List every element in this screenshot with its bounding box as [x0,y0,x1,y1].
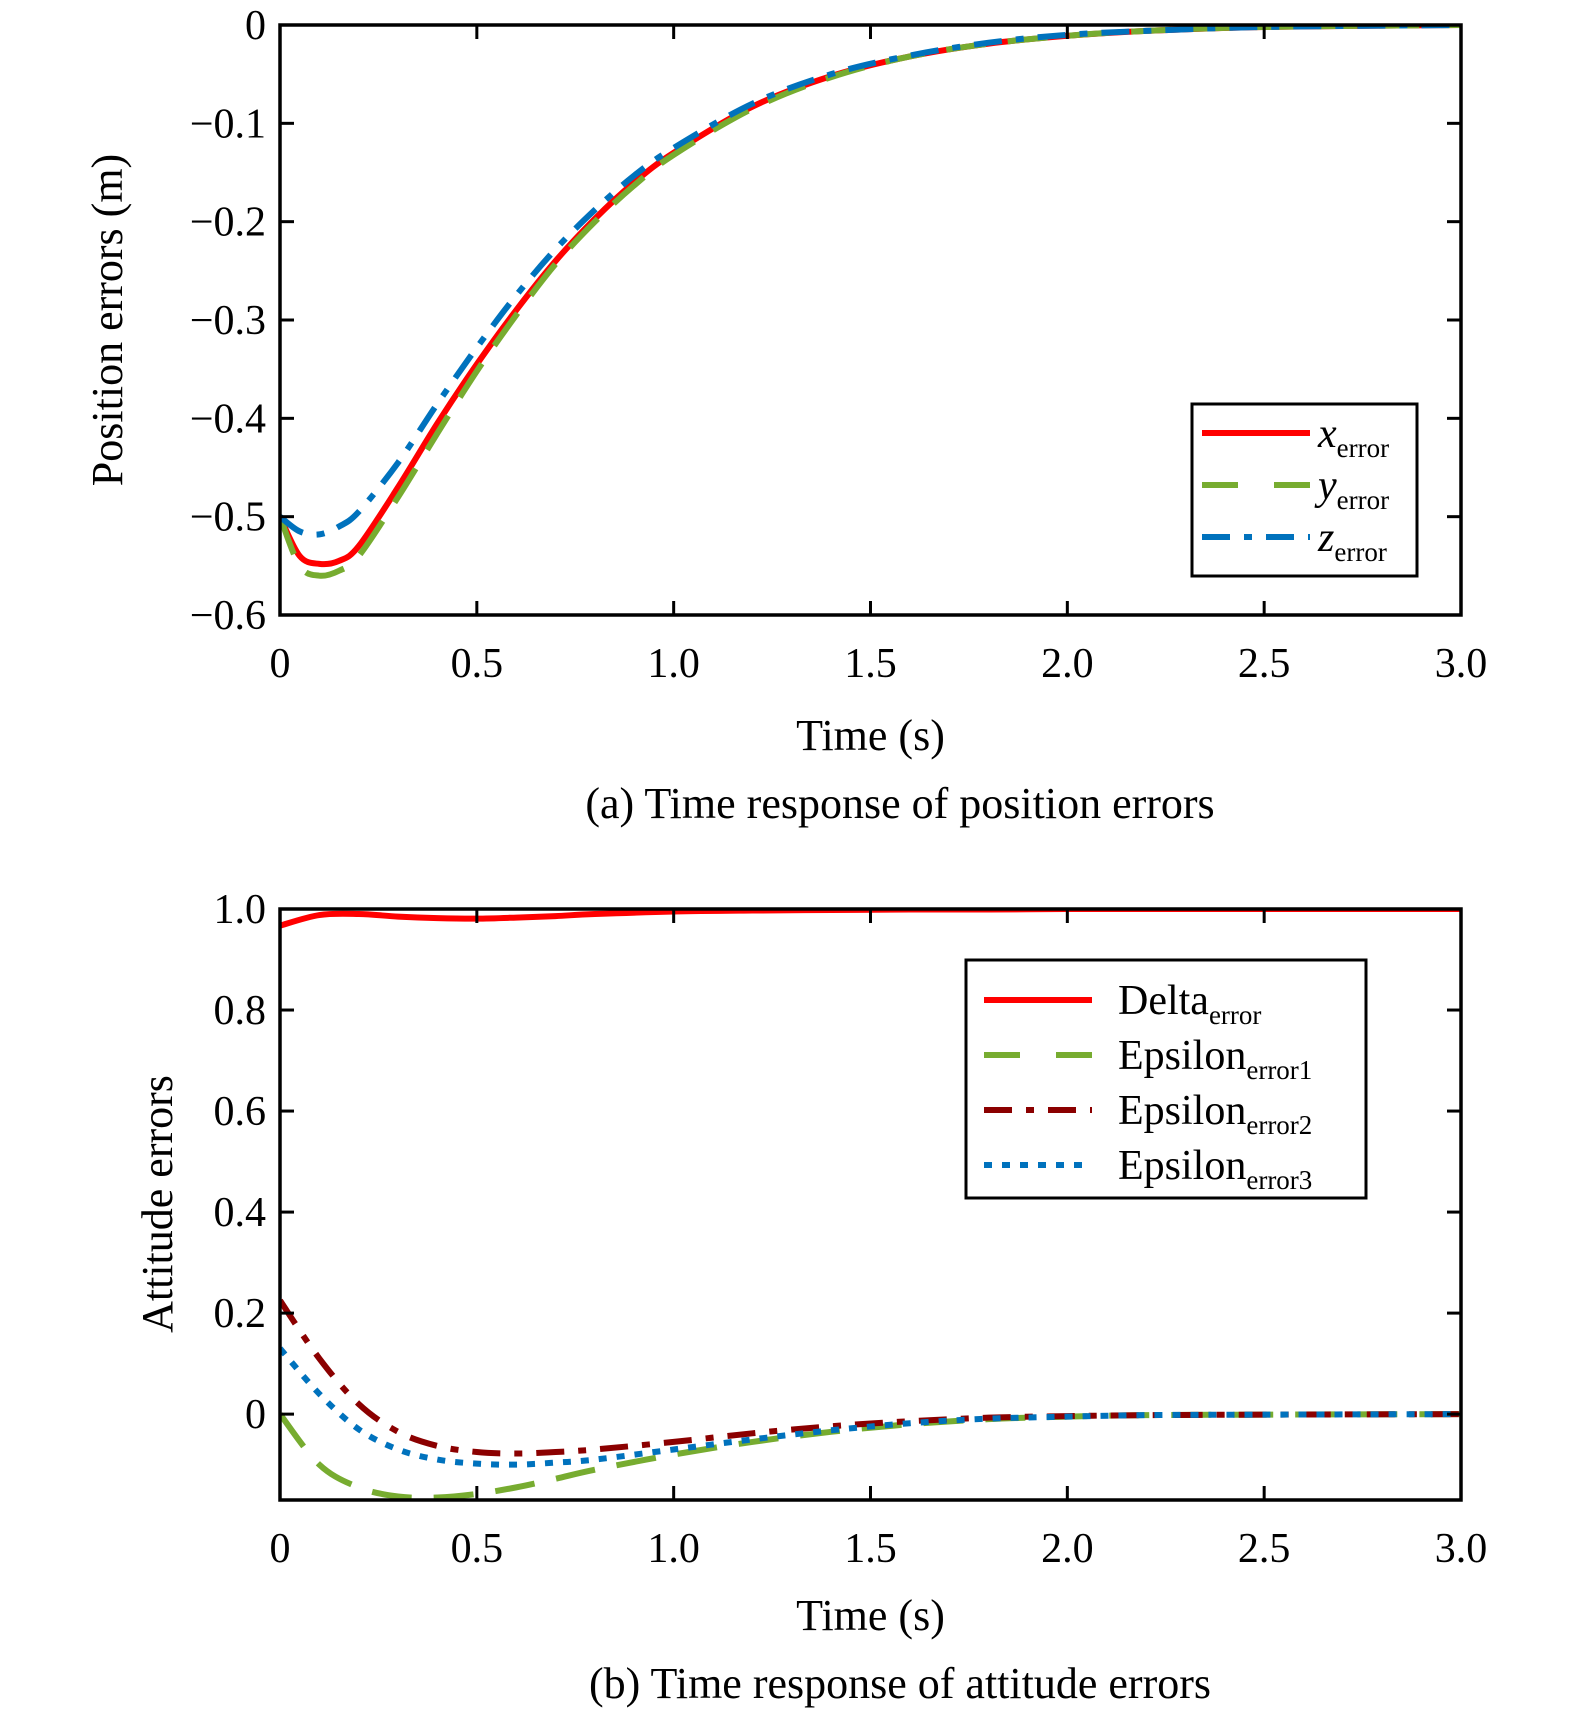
x-tick-label: 2.5 [1238,641,1291,687]
figure-caption: (b) Time response of attitude errors [589,1659,1211,1708]
y-axis-label: Position errors (m) [83,154,132,486]
y-tick-label: −0.6 [190,593,266,639]
chart-panel-b: 0 0.5 1.0 1.5 2.0 2.5 3.0 1.0 0.8 0.6 0.4 0.2 0 Time … [133,887,1487,1708]
legend-entry-subscript: error [1337,433,1389,463]
series-line-epsilon-error3 [280,1346,1461,1468]
chart-panel-a: 0 0.5 1.0 1.5 2.0 2.5 3.0 0 −0.1 −0.2 −0.3 −0.4 −0.5… [83,3,1487,828]
x-tick-label: 0 [270,1526,291,1572]
x-axis-label: Time (s) [796,711,945,760]
x-tick-label: 2.0 [1041,1526,1094,1572]
series-group [280,25,1461,579]
x-axis-label: Time (s) [796,1591,945,1640]
x-tick-label: 2.0 [1041,641,1094,687]
y-axis-label: Attitude errors [133,1075,182,1333]
x-tick-label: 1.5 [844,1526,897,1572]
series-line-y-error [280,25,1461,579]
x-tick-label: 3.0 [1435,641,1488,687]
series-line-z-error [280,25,1461,538]
legend-entry-subscript: error3 [1246,1165,1312,1195]
x-tick-label: 0.5 [451,641,504,687]
legend-entry-subscript: error1 [1246,1055,1312,1085]
y-tick-label: 0.4 [214,1190,267,1236]
y-tick-label: −0.1 [190,101,266,147]
legend-entry-subscript: error2 [1246,1110,1312,1140]
legend: DeltaerrorEpsilonerror1Epsilonerror2Epsi… [964,958,1368,1200]
y-tick-label: −0.4 [190,396,266,442]
y-tick-label: −0.5 [190,495,266,541]
series-line-epsilon-error2 [280,1298,1461,1457]
y-tick-label: 0 [245,3,266,49]
series-group [280,909,1461,1500]
legend-entry-subscript: error [1334,537,1386,567]
x-tick-label: 2.5 [1238,1526,1291,1572]
legend-entry-subscript: error [1337,485,1389,515]
y-tick-label: 1.0 [214,887,267,933]
y-tick-label: −0.2 [190,200,266,246]
y-tick-label: −0.3 [190,298,266,344]
y-tick-label: 0.8 [214,988,267,1034]
x-tick-label: 0 [270,641,291,687]
figure-caption: (a) Time response of position errors [585,779,1214,828]
x-tick-label: 1.0 [647,641,700,687]
x-tick-label: 1.0 [647,1526,700,1572]
y-tick-label: 0 [245,1392,266,1438]
x-tick-label: 1.5 [844,641,897,687]
legend-entry-label: Epsilonerror2 [1118,1088,1312,1140]
y-tick-label: 0.2 [214,1291,267,1337]
series-line-delta-error [280,909,1461,929]
x-tick-label: 3.0 [1435,1526,1488,1572]
x-tick-label: 0.5 [451,1526,504,1572]
legend-entry-subscript: error [1209,1000,1261,1030]
y-tick-label: 0.6 [214,1089,267,1135]
